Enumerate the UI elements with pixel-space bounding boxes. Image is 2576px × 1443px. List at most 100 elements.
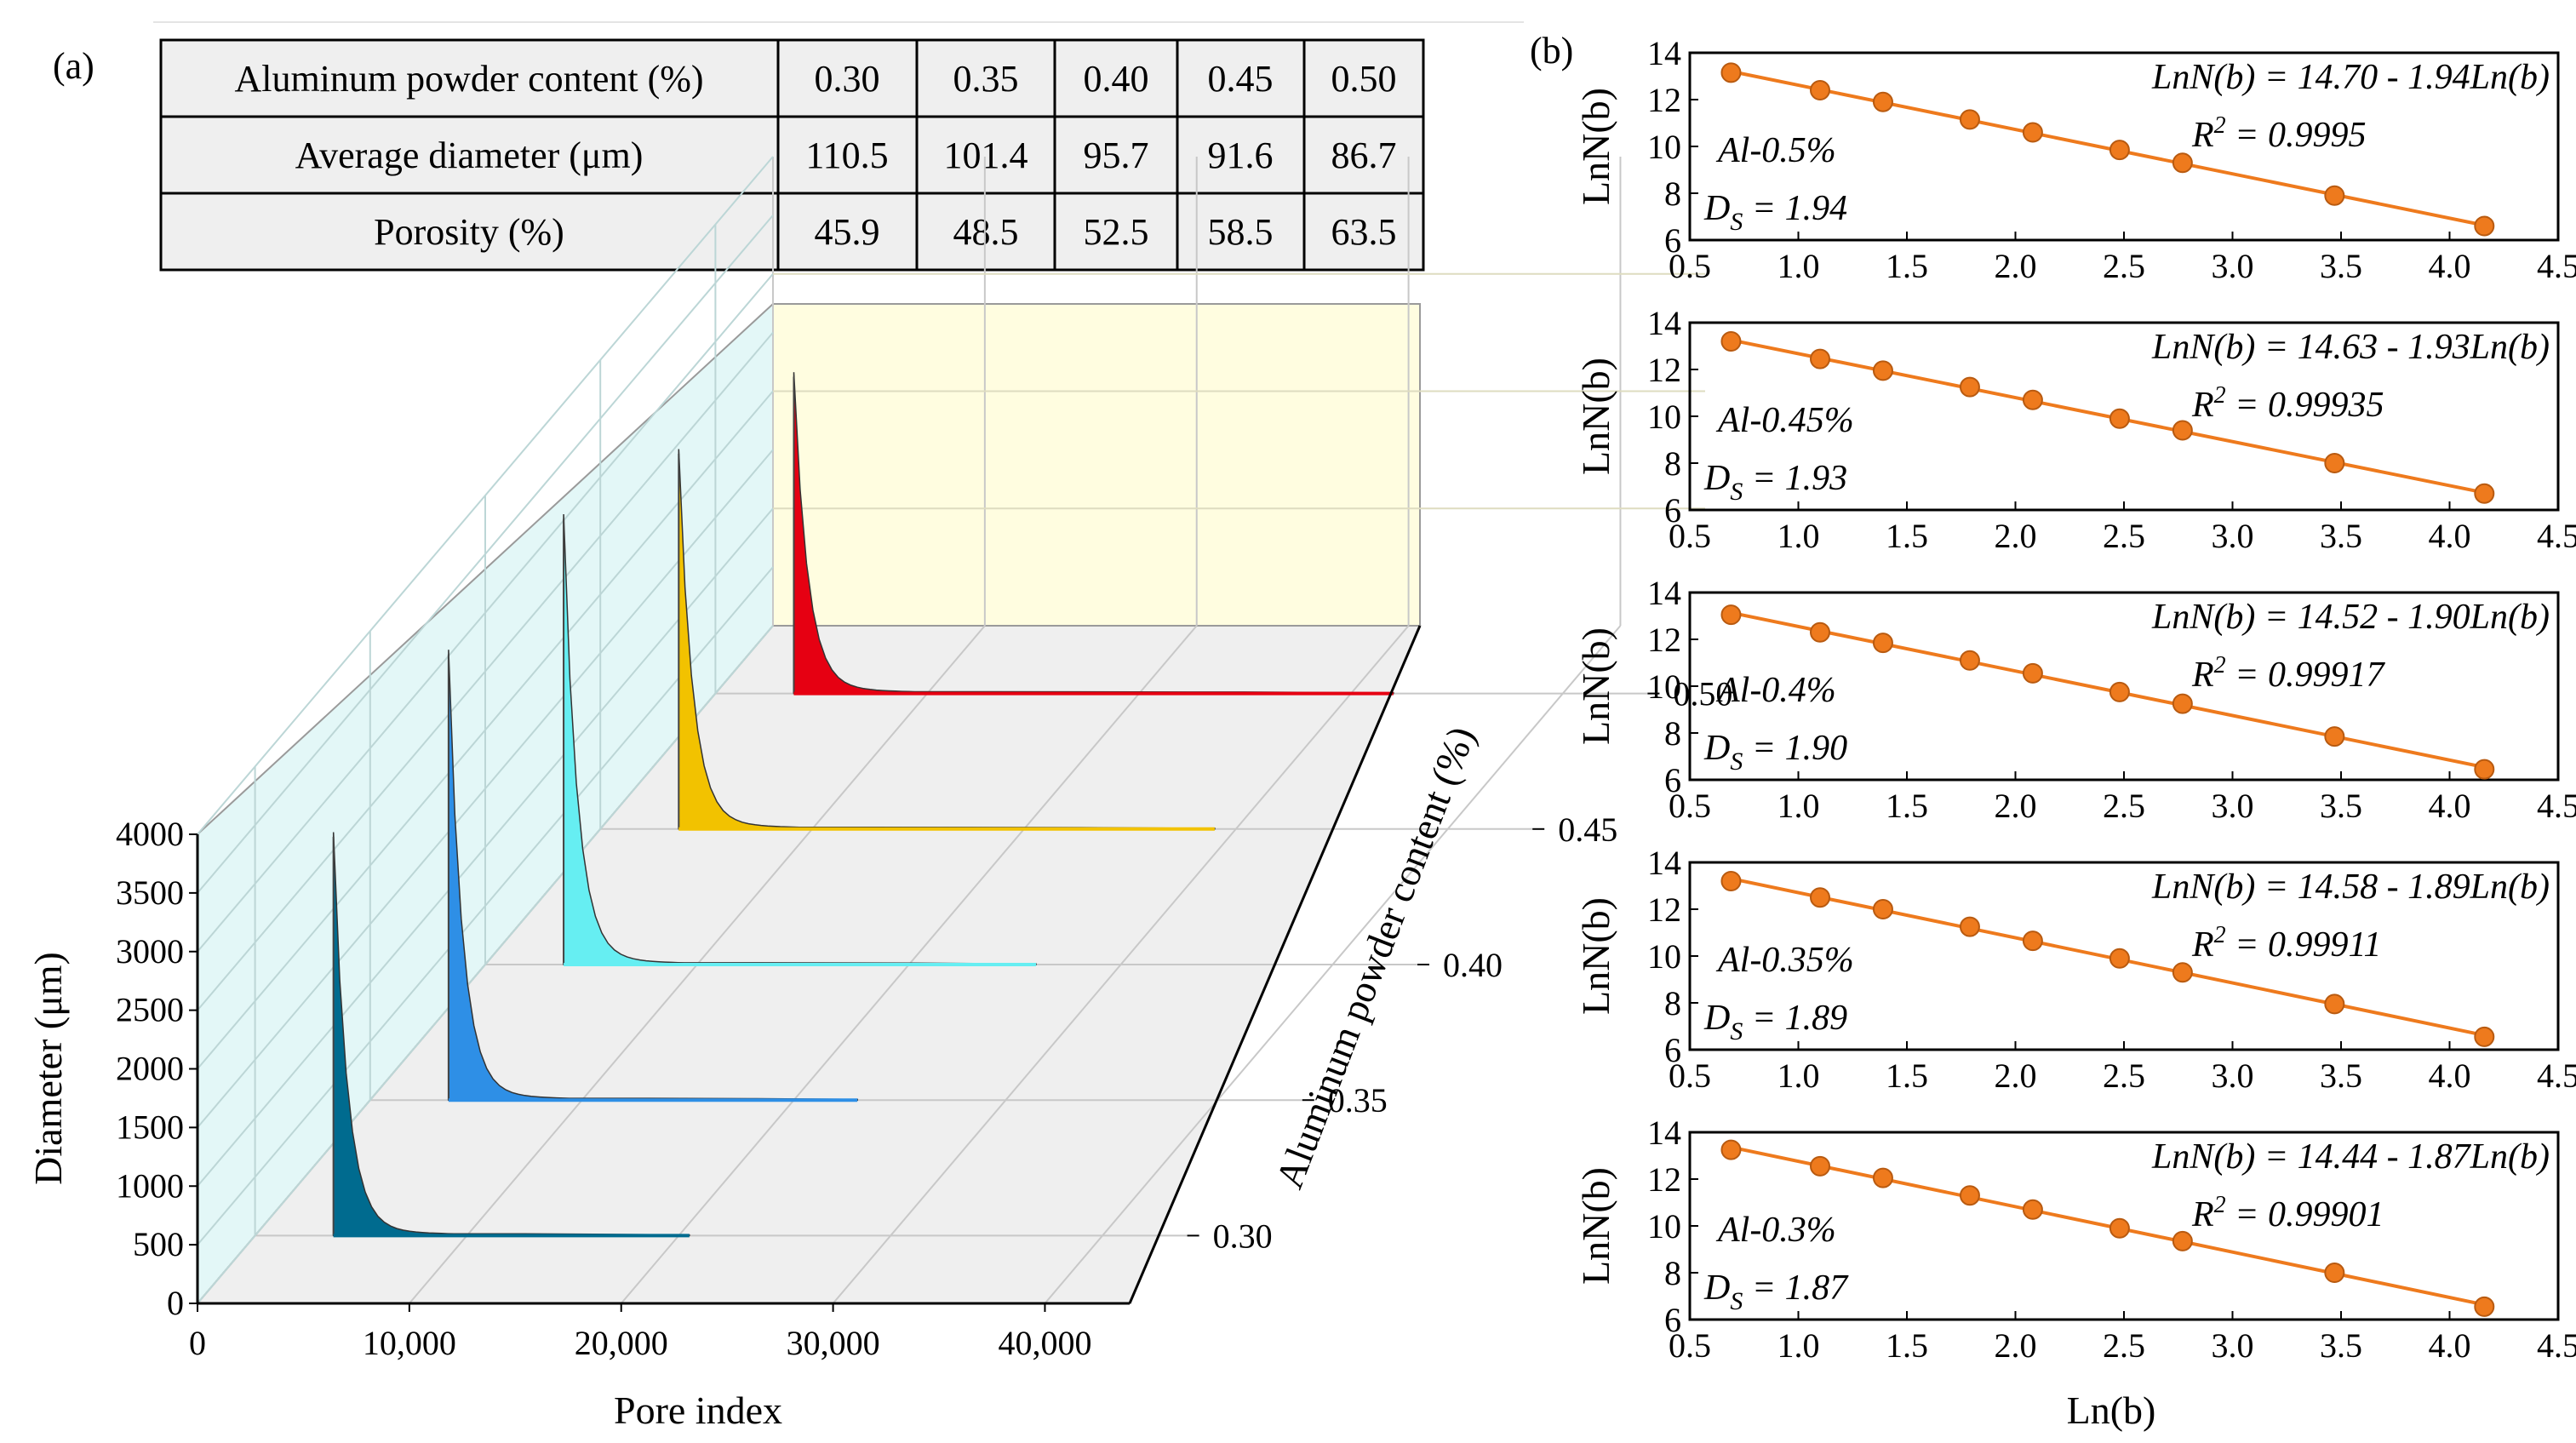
x-tick-label: 3.0 [2212,1326,2254,1365]
rear-wall [772,303,1421,627]
y-tick-label: 4000 [116,815,184,853]
y-tick-label: 14 [1647,1114,1681,1152]
data-point [1810,348,1830,369]
left-wall-gridline [197,507,774,1187]
z-tick-label: 0.35 [1328,1081,1388,1119]
data-point [2022,1199,2043,1220]
y-tick-label: 1000 [116,1166,184,1205]
data-point [1810,1155,1830,1177]
x-tick-label: 3.0 [2212,1056,2254,1095]
panel-a-label: (a) [53,45,94,87]
sample-label: Al-0.35% [1715,941,1854,980]
x-tick-label: 3.5 [2320,1326,2362,1365]
data-point [1872,1167,1893,1188]
x-tick-label: 2.5 [2103,1056,2145,1095]
table-cell: 101.4 [944,135,1028,176]
fit-line [1731,1145,2485,1307]
x-tick-label: 0 [189,1324,206,1362]
y-tick-label: 10 [1647,128,1681,166]
fit-equation: LnN(b) = 14.70 - 1.94Ln(b) [2151,58,2550,97]
r-squared: R2 = 0.99917 [2191,652,2385,695]
properties-table: Aluminum powder content (%) 0.30 0.35 0.… [159,38,1425,272]
fit-line [1731,877,2485,1038]
fit-plot: 0.5 1.0 1.5 2.0 2.5 3.0 3.5 4.0 4.5 6 8 10 12 14 LnN(b… [1574,304,2576,555]
y-tick-label: 500 [133,1225,184,1263]
sample-label: Al-0.4% [1715,671,1836,710]
fit-equation: LnN(b) = 14.63 - 1.93Ln(b) [2151,328,2550,367]
x-tick-label: 3.0 [2212,517,2254,555]
table-cell: 0.35 [953,58,1019,100]
data-point [2109,1217,2130,1239]
sample-label: Al-0.45% [1715,401,1854,440]
y-axis-title: LnN(b) [1574,88,1617,205]
x-tick-label: 4.5 [2537,517,2576,555]
table-cell: 0.50 [1331,58,1397,100]
fit-line [1731,610,2485,770]
data-point [1720,331,1742,352]
y-tick-label: 10 [1647,667,1681,706]
data-point [1720,604,1742,626]
sample-label: Al-0.3% [1715,1211,1836,1250]
x-tick-label: 2.5 [2103,1326,2145,1365]
x-tick-label: 1.5 [1886,787,1928,825]
x-tick-label: 1.5 [1886,1056,1928,1095]
x-tick-label: 2.5 [2103,517,2145,555]
y-tick-label: 1500 [116,1108,184,1146]
y-axis-title: LnN(b) [1574,358,1617,475]
x-tick-label: 40,000 [998,1324,1091,1362]
fit-plot: 0.5 1.0 1.5 2.0 2.5 3.0 3.5 4.0 4.5 6 8 10 12 14 LnN(b… [1574,34,2576,285]
data-point [2109,408,2130,429]
y-axis-title: LnN(b) [1574,627,1617,745]
x-tick-label: 3.5 [2320,1056,2362,1095]
fit-equation: LnN(b) = 14.58 - 1.89Ln(b) [2151,868,2550,907]
series-area [448,650,858,1101]
sample-label: Al-0.5% [1715,131,1836,170]
y-tick-label: 8 [1664,175,1681,213]
table-cell: 86.7 [1331,135,1397,176]
x-tick-label: 30,000 [787,1324,880,1362]
x-tick-label: 1.5 [1886,1326,1928,1365]
series-area [563,513,1037,965]
left-wall-gridline [197,331,774,1011]
left-wall-gridline [197,390,774,1070]
z-tick-label: 0.50 [1673,675,1732,713]
x-tick-label: 3.5 [2320,787,2362,825]
x-tick-label: 4.0 [2429,1056,2471,1095]
y-tick-label: 12 [1647,81,1681,119]
series-area [678,449,1216,830]
y-tick-label: 6 [1664,761,1681,799]
data-point [2022,122,2043,143]
x-tick-label: 1.0 [1777,1326,1820,1365]
data-point [2109,948,2130,969]
z-tick-label: 0.45 [1558,810,1617,849]
data-point [2324,993,2345,1015]
fractal-dimension: DS = 1.87 [1703,1268,1849,1315]
fit-plot: 0.5 1.0 1.5 2.0 2.5 3.0 3.5 4.0 4.5 6 8 10 12 14 LnN(b… [1574,844,2576,1095]
data-point [1720,1139,1742,1160]
fractal-dimension: DS = 1.93 [1703,459,1847,506]
x-tick-label: 0.5 [1669,1056,1711,1095]
fit-line [1731,338,2485,495]
data-point [2022,931,2043,952]
x-tick-label: 1.0 [1777,247,1820,285]
z-tick-label: 0.40 [1443,946,1503,984]
data-point [2474,215,2495,237]
waterfall-3d-chart: 0 10,000 20,000 30,000 40,000 0 500 1000 1500 200… [26,156,1732,1432]
fractal-dimension: DS = 1.90 [1703,729,1847,776]
data-point [2324,185,2345,206]
table-cell: 48.5 [953,211,1019,253]
x-tick-label: 0.5 [1669,787,1711,825]
data-point [2172,152,2193,174]
z-tick-label: 0.30 [1213,1217,1273,1255]
series-area [332,832,690,1237]
r-squared: R2 = 0.9995 [2191,112,2367,155]
left-wall-gridline [197,273,774,953]
x-tick-label: 3.5 [2320,247,2362,285]
table-cell: 58.5 [1208,211,1274,253]
data-point [2324,453,2345,473]
data-point [2474,1026,2495,1047]
x-tick-label: 10,000 [363,1324,456,1362]
fractal-fit-panels: 0.5 1.0 1.5 2.0 2.5 3.0 3.5 4.0 4.5 6 8 10 12 14 LnN(b… [1574,34,2576,1365]
data-point [1959,650,1980,671]
